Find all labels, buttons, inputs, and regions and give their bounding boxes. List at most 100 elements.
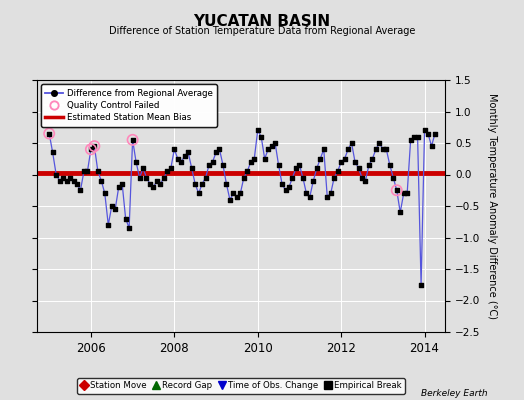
Point: [170, 146, 179, 152]
Point: [125, 225, 133, 231]
Point: [191, 181, 199, 187]
Text: Difference of Station Temperature Data from Regional Average: Difference of Station Temperature Data f…: [109, 26, 415, 36]
Point: [59, 174, 67, 181]
Point: [382, 146, 390, 152]
Point: [365, 162, 373, 168]
Point: [288, 174, 297, 181]
Point: [292, 165, 300, 171]
Point: [90, 143, 99, 149]
Point: [341, 156, 349, 162]
Point: [427, 143, 435, 149]
Point: [94, 168, 102, 174]
Point: [56, 178, 64, 184]
Point: [417, 282, 425, 288]
Point: [320, 146, 328, 152]
Point: [132, 159, 140, 165]
Point: [389, 174, 398, 181]
Point: [184, 149, 192, 156]
Point: [83, 168, 92, 174]
Point: [250, 156, 258, 162]
Point: [278, 181, 286, 187]
Point: [347, 140, 356, 146]
Point: [139, 165, 147, 171]
Point: [104, 222, 113, 228]
Point: [69, 178, 78, 184]
Point: [86, 146, 95, 152]
Point: [201, 174, 210, 181]
Point: [45, 130, 53, 137]
Point: [326, 190, 335, 197]
Point: [299, 174, 307, 181]
Point: [215, 146, 224, 152]
Point: [66, 174, 74, 181]
Y-axis label: Monthly Temperature Anomaly Difference (°C): Monthly Temperature Anomaly Difference (…: [487, 93, 497, 319]
Point: [281, 187, 290, 194]
Point: [260, 156, 269, 162]
Point: [333, 168, 342, 174]
Point: [118, 181, 126, 187]
Point: [97, 178, 105, 184]
Point: [143, 174, 151, 181]
Point: [149, 184, 158, 190]
Point: [431, 130, 439, 137]
Point: [396, 209, 405, 216]
Point: [330, 174, 339, 181]
Point: [323, 193, 332, 200]
Point: [222, 181, 231, 187]
Point: [163, 168, 171, 174]
Point: [295, 162, 303, 168]
Point: [115, 184, 123, 190]
Point: [403, 190, 411, 197]
Point: [205, 162, 213, 168]
Point: [48, 149, 57, 156]
Point: [146, 181, 154, 187]
Point: [80, 168, 88, 174]
Point: [122, 215, 130, 222]
Point: [194, 190, 203, 197]
Point: [52, 171, 60, 178]
Point: [413, 134, 422, 140]
Point: [167, 165, 175, 171]
Legend: Difference from Regional Average, Quality Control Failed, Estimated Station Mean: Difference from Regional Average, Qualit…: [41, 84, 217, 127]
Point: [111, 206, 119, 212]
Point: [358, 174, 366, 181]
Point: [313, 165, 321, 171]
Point: [226, 196, 234, 203]
Point: [212, 149, 220, 156]
Point: [275, 162, 283, 168]
Point: [361, 178, 369, 184]
Point: [302, 190, 311, 197]
Point: [128, 137, 137, 143]
Point: [188, 165, 196, 171]
Point: [62, 178, 71, 184]
Point: [233, 193, 241, 200]
Point: [264, 146, 272, 152]
Point: [135, 174, 144, 181]
Point: [177, 159, 185, 165]
Point: [160, 174, 168, 181]
Point: [410, 134, 418, 140]
Point: [247, 159, 255, 165]
Point: [128, 137, 137, 143]
Point: [198, 181, 206, 187]
Point: [386, 162, 394, 168]
Point: [379, 146, 387, 152]
Point: [285, 184, 293, 190]
Point: [45, 130, 53, 137]
Point: [316, 156, 324, 162]
Point: [173, 156, 182, 162]
Point: [236, 190, 245, 197]
Point: [181, 152, 189, 159]
Point: [368, 156, 377, 162]
Point: [392, 187, 401, 194]
Point: [420, 127, 429, 134]
Point: [372, 146, 380, 152]
Point: [219, 162, 227, 168]
Legend: Station Move, Record Gap, Time of Obs. Change, Empirical Break: Station Move, Record Gap, Time of Obs. C…: [78, 378, 405, 394]
Point: [107, 203, 116, 209]
Point: [257, 134, 265, 140]
Point: [229, 190, 237, 197]
Point: [271, 140, 279, 146]
Text: Berkeley Earth: Berkeley Earth: [421, 389, 487, 398]
Point: [239, 174, 248, 181]
